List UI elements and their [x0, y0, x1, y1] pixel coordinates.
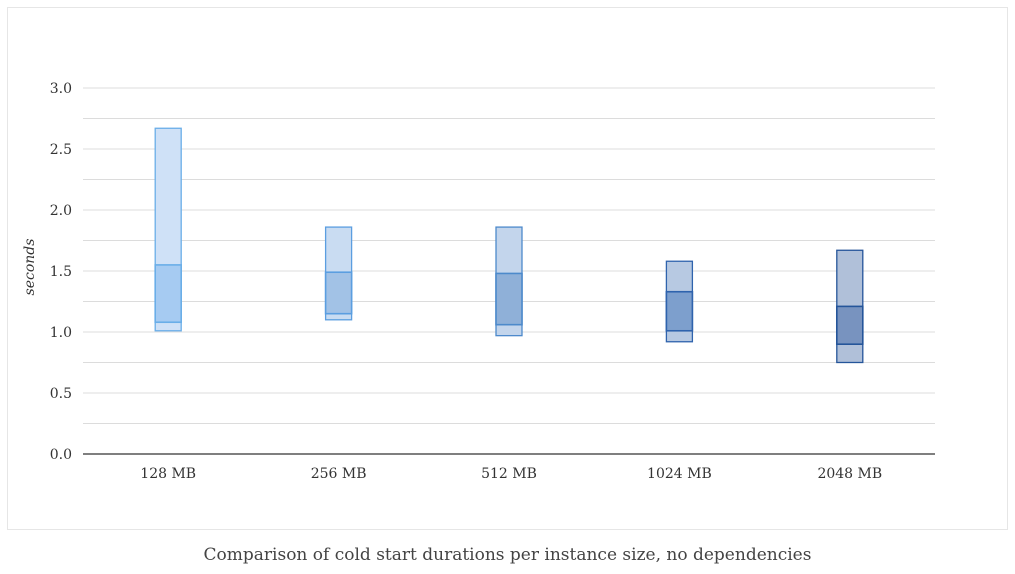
box-plot-chart: 0.0 0.5 1.0 1.5 2.0 2.5 3.0 128 MB 256 MB 512 MB… [22, 81, 935, 482]
box-inner-range [665, 290, 694, 332]
y-axis-label: seconds [22, 239, 38, 296]
y-tick-label: 3.0 [50, 81, 72, 97]
grid-lines [83, 87, 935, 424]
chart-caption: Comparison of cold start durations per i… [203, 545, 812, 565]
box-inner-range [324, 271, 353, 315]
y-tick-label: 0.5 [50, 386, 72, 402]
y-tick-label: 0.0 [50, 447, 72, 463]
x-tick-label: 128 MB [140, 466, 196, 482]
box-inner-range [154, 264, 182, 324]
x-tick-label: 512 MB [481, 466, 537, 482]
y-tick-label: 1.5 [50, 264, 72, 280]
box-inner-range [495, 272, 523, 326]
y-axis-ticks: 0.0 0.5 1.0 1.5 2.0 2.5 3.0 [50, 81, 72, 463]
y-tick-label: 2.0 [50, 203, 72, 219]
x-tick-label: 2048 MB [817, 466, 882, 482]
box-series [154, 127, 864, 364]
x-tick-label: 1024 MB [647, 466, 712, 482]
x-axis-ticks: 128 MB 256 MB 512 MB 1024 MB 2048 MB [140, 466, 882, 482]
y-tick-label: 2.5 [50, 142, 72, 158]
x-tick-label: 256 MB [311, 466, 367, 482]
y-tick-label: 1.0 [50, 325, 72, 341]
box-inner-range [835, 305, 864, 346]
